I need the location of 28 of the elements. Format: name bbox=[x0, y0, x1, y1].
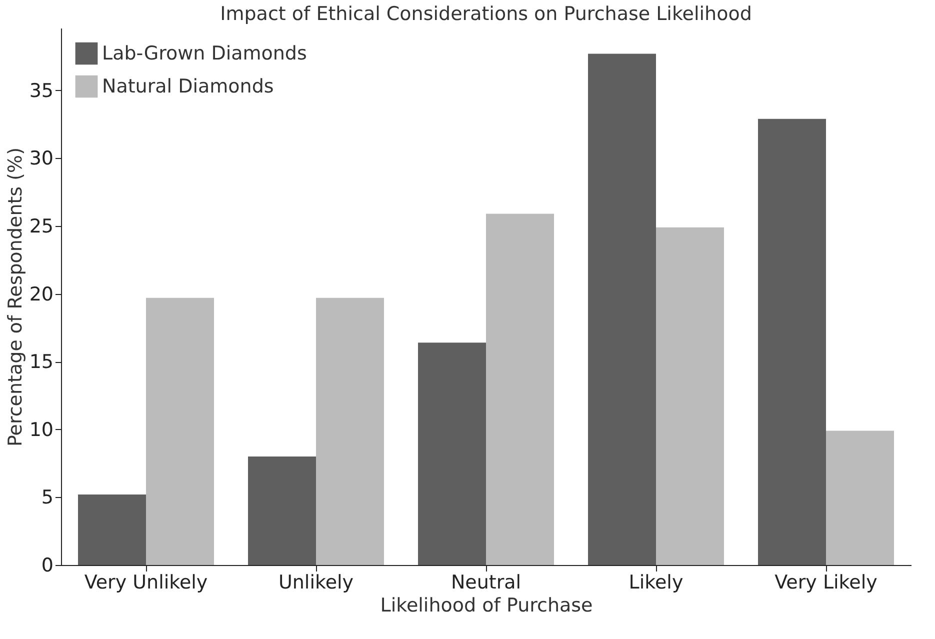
bar bbox=[588, 54, 656, 565]
x-axis-title: Likelihood of Purchase bbox=[380, 594, 593, 616]
x-tick-label: Likely bbox=[628, 572, 684, 594]
bar bbox=[146, 298, 214, 565]
y-tick-label: 5 bbox=[41, 486, 54, 509]
chart-title: Impact of Ethical Considerations on Purchase Likelihood bbox=[220, 3, 752, 25]
bar bbox=[418, 342, 486, 565]
x-tick-label: Very Likely bbox=[774, 572, 878, 594]
y-tick-label: 30 bbox=[29, 148, 54, 170]
y-tick-label: 0 bbox=[41, 554, 54, 576]
bar bbox=[656, 227, 724, 565]
x-tick-label: Unlikely bbox=[278, 572, 354, 594]
bar bbox=[248, 456, 316, 565]
y-tick-label: 10 bbox=[29, 418, 54, 441]
y-tick-label: 35 bbox=[29, 80, 54, 102]
y-tick-label: 25 bbox=[29, 215, 54, 238]
y-axis-title: Percentage of Respondents (%) bbox=[4, 148, 26, 446]
bar bbox=[758, 118, 826, 565]
bar bbox=[78, 494, 146, 565]
bar bbox=[826, 430, 894, 565]
x-tick-label: Neutral bbox=[450, 572, 522, 594]
legend-label: Lab-Grown Diamonds bbox=[102, 42, 307, 64]
y-tick-label: 20 bbox=[29, 283, 54, 306]
bar bbox=[316, 298, 384, 565]
legend-label: Natural Diamonds bbox=[102, 76, 274, 98]
y-tick-label: 15 bbox=[29, 351, 54, 374]
x-tick-label: Very Unlikely bbox=[84, 572, 208, 594]
bar bbox=[486, 214, 554, 565]
